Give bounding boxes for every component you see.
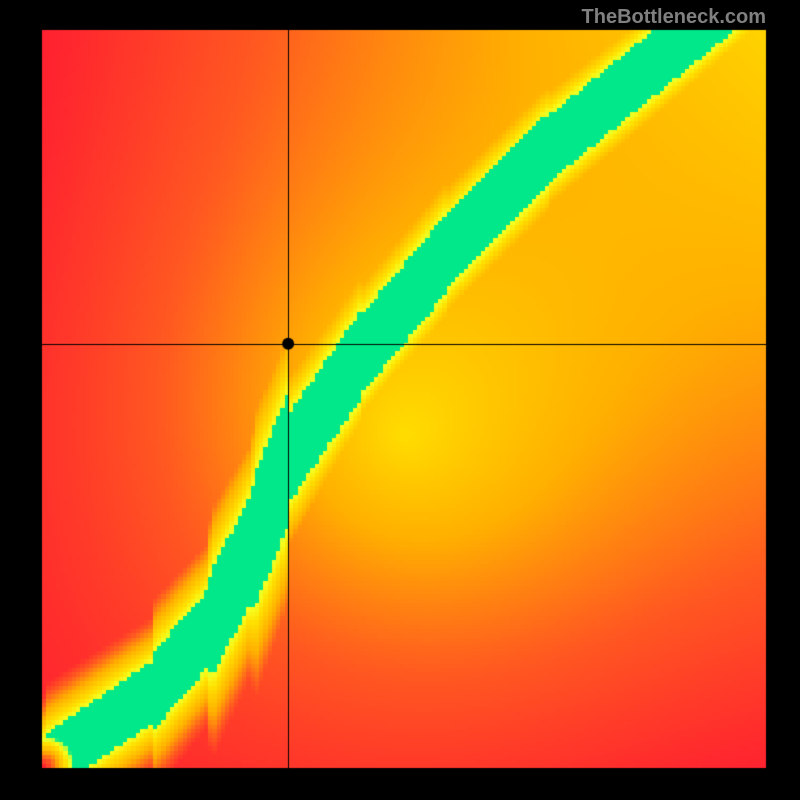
chart-container: TheBottleneck.com [0,0,800,800]
bottleneck-heatmap [0,0,800,800]
watermark-text: TheBottleneck.com [582,6,766,29]
